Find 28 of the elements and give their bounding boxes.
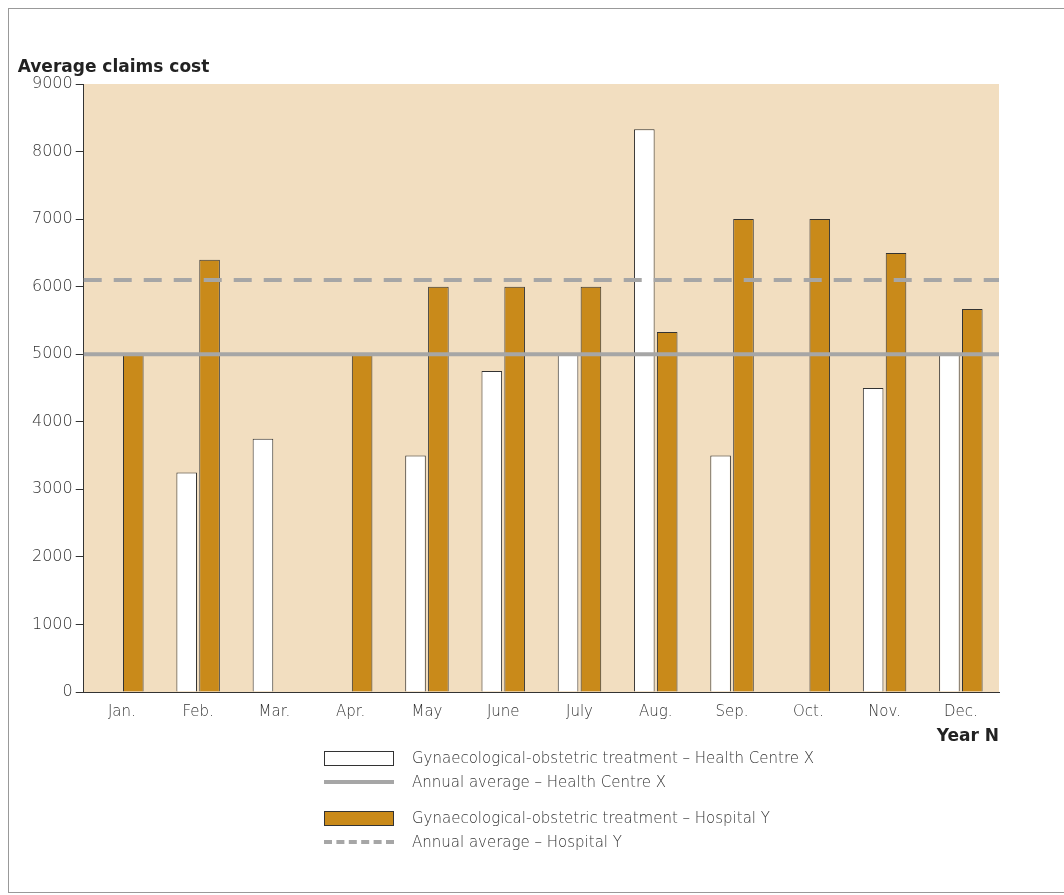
y-axis-title: Average claims cost — [17, 55, 210, 76]
y-tick-label: 6000 — [32, 275, 73, 295]
y-tick-label: 3000 — [32, 478, 73, 498]
x-tick-label: Nov. — [868, 701, 902, 720]
y-tick-label: 1000 — [32, 613, 73, 633]
legend-label: Gynaecological-obstetric treatment – Health Centre X — [412, 749, 815, 767]
x-tick-label: June — [486, 701, 520, 720]
y-tick-label: 5000 — [32, 343, 73, 363]
legend-label: Gynaecological-obstetric treatment – Hospital Y — [412, 809, 770, 827]
x-tick-label: Mar. — [258, 701, 291, 720]
y-tick-label: 7000 — [32, 208, 73, 228]
x-axis-title: Year N — [935, 724, 999, 745]
legend-label: Annual average – Hospital Y — [412, 833, 622, 851]
x-tick-label: May — [411, 701, 443, 720]
legend-label: Annual average – Health Centre X — [412, 773, 667, 791]
y-tick-label: 4000 — [32, 410, 73, 430]
x-tick-label: Feb. — [182, 701, 214, 720]
x-tick-label: Apr. — [336, 701, 366, 720]
x-tick-label: Aug. — [639, 701, 673, 720]
y-tick-label: 8000 — [32, 140, 73, 160]
y-tick-label: 0 — [62, 681, 73, 701]
y-tick-label: 2000 — [32, 546, 73, 566]
x-tick-label: Sep. — [715, 701, 749, 720]
x-tick-label: July — [566, 701, 594, 720]
x-tick-label: Oct. — [792, 701, 824, 720]
y-tick-label: 9000 — [32, 73, 73, 93]
x-tick-label: Dec. — [943, 701, 978, 720]
x-tick-label: Jan. — [107, 701, 136, 720]
